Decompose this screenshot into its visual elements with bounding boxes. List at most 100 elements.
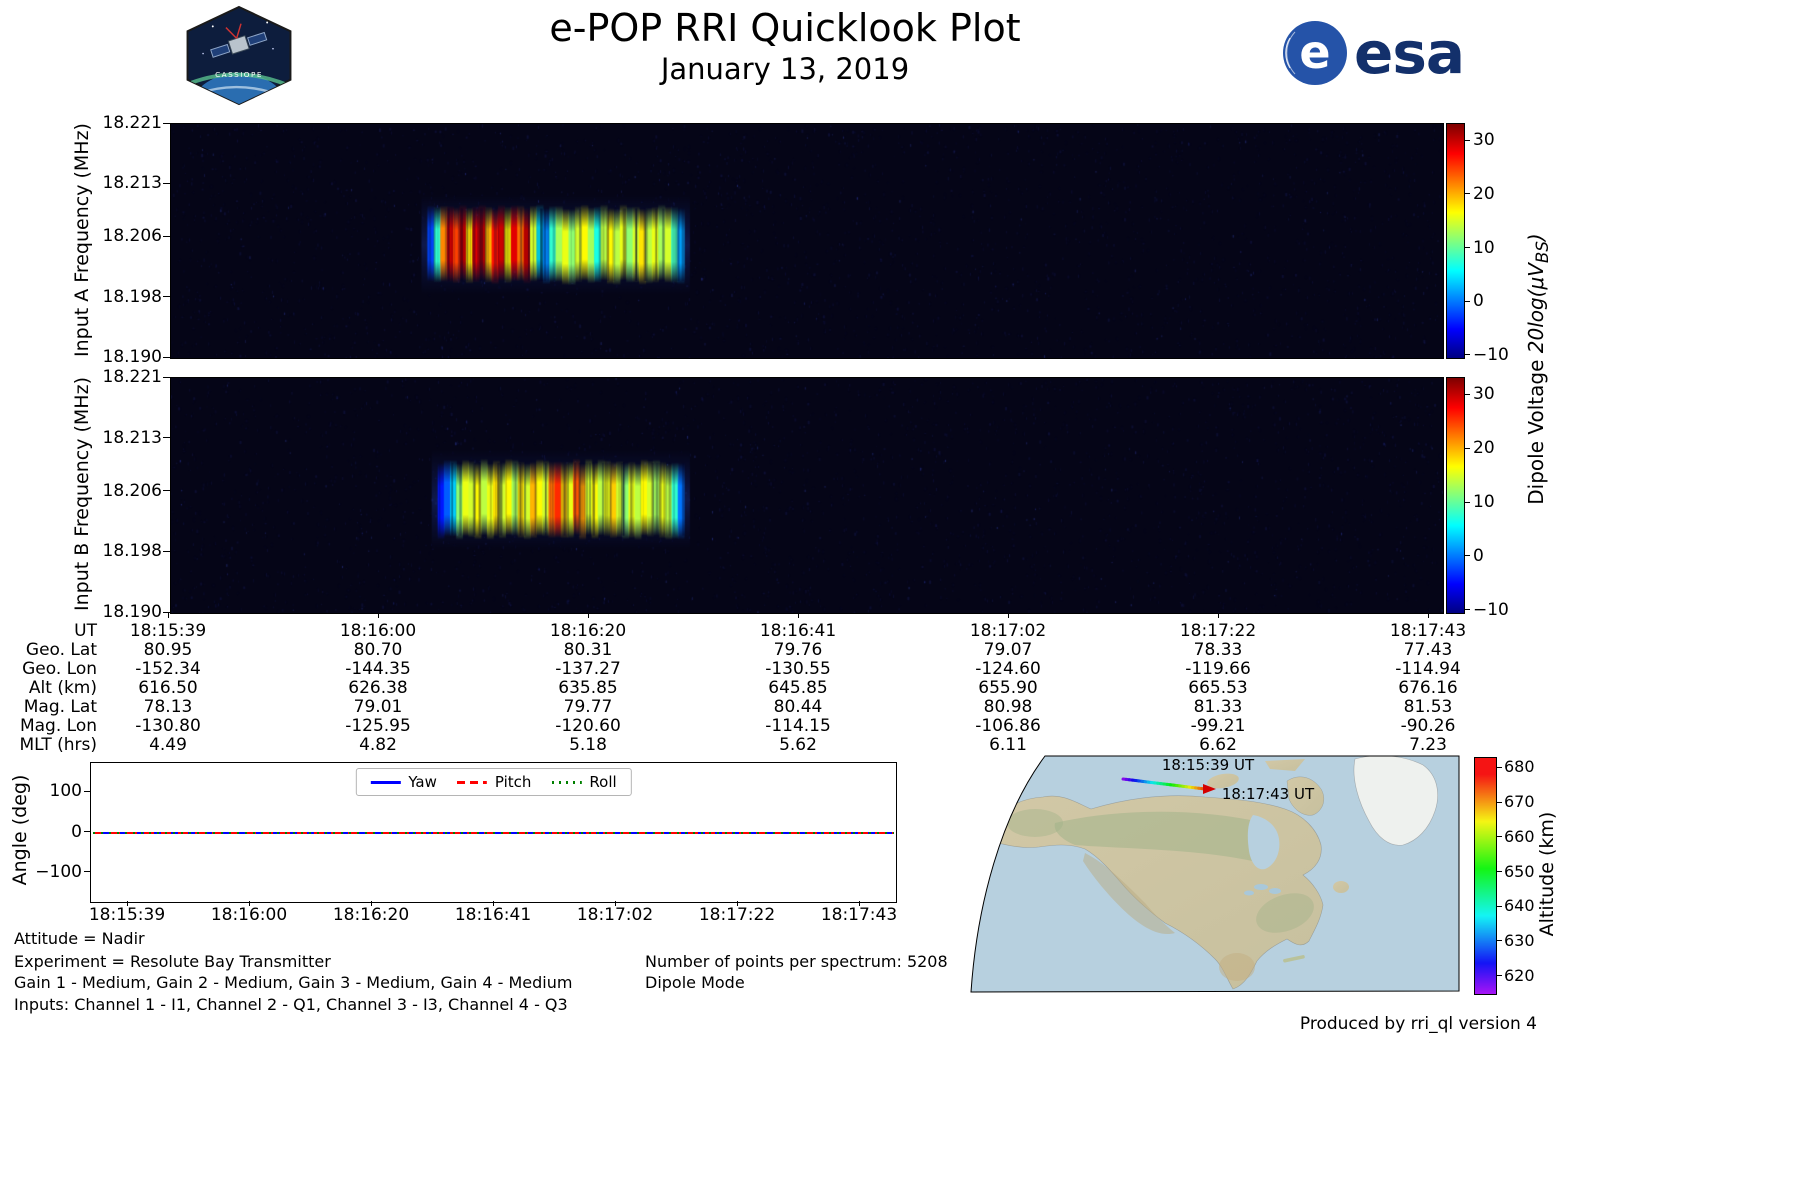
ephemeris-value: 4.49 (149, 735, 187, 755)
angle-xtick-label: 18:16:20 (332, 905, 410, 925)
altitude-colorbar-tick-label: 640 (1504, 896, 1535, 916)
time-xtick-mark (798, 613, 799, 618)
angle-ytick-mark (84, 871, 90, 873)
ephemeris-value: 77.43 (1403, 640, 1453, 660)
ephemeris-table: UT 18:15:39 18:16:00 18:16:20 18:16:41 18:17:… (0, 622, 1560, 758)
angle-xtick-label: 18:17:22 (698, 905, 776, 925)
dipole-colorbar-tick-mark (1465, 300, 1470, 302)
ephemeris-value: -120.60 (555, 716, 621, 736)
freq-ytick-label: 18.221 (102, 113, 162, 133)
ephemeris-value: 79.01 (353, 697, 403, 717)
spectrogram-b-canvas (171, 378, 1443, 613)
angle-xtick-label: 18:17:43 (820, 905, 898, 925)
dipole-label-math: 20log(μV (1524, 263, 1548, 354)
land-cuba (1283, 955, 1305, 963)
ephemeris-value: -144.35 (345, 659, 411, 679)
altitude-colorbar-tick-label: 660 (1504, 826, 1535, 846)
ephemeris-value: 18:17:02 (969, 621, 1047, 641)
altitude-colorbar-tick-mark (1497, 975, 1502, 977)
dipole-colorbar-tick-mark (1465, 609, 1470, 611)
altitude-colorbar-canvas (1475, 758, 1496, 994)
esa-logo-wordmark: esa (1354, 19, 1465, 87)
angle-xtick-mark (859, 901, 860, 906)
ephemeris-value: 635.85 (558, 678, 618, 698)
freq-ytick-mark (163, 611, 170, 613)
dipole-colorbar-tick-mark (1465, 139, 1470, 141)
ephemeris-value: 7.23 (1409, 735, 1447, 755)
ephemeris-value: 4.82 (359, 735, 397, 755)
angle-xtick-mark (249, 901, 250, 906)
yaw-label: Yaw (408, 773, 437, 791)
dipole-colorbar-b (1446, 377, 1465, 614)
freq-ytick-mark (163, 437, 170, 439)
freq-ytick-label: 18.190 (102, 602, 162, 622)
altitude-colorbar (1474, 757, 1497, 995)
dipole-colorbar-tick-label: 30 (1473, 130, 1495, 151)
angle-xtick-mark (493, 901, 494, 906)
ephemeris-value: 18:15:39 (129, 621, 207, 641)
angle-ytick-label: 0 (71, 821, 82, 842)
ephemeris-row-label: Alt (km) (28, 678, 97, 698)
dipole-colorbar-tick-label: 10 (1473, 492, 1495, 513)
ephemeris-value: -106.86 (975, 716, 1041, 736)
spectrogram-a-canvas (171, 124, 1443, 358)
dipole-colorbar-tick-label: 20 (1473, 438, 1495, 459)
angle-xtick-mark (737, 901, 738, 906)
ephemeris-value: 80.44 (773, 697, 823, 717)
ephemeris-value: 18:17:22 (1179, 621, 1257, 641)
dipole-colorbar-tick-mark (1465, 393, 1470, 395)
dipole-colorbar-tick-mark (1465, 247, 1470, 248)
page-date: January 13, 2019 (660, 52, 910, 86)
ephemeris-value: 676.16 (1398, 678, 1458, 698)
cassiope-mission-patch: CASSIOPE (186, 5, 292, 106)
freq-ytick-label: 18.221 (102, 367, 162, 387)
ephemeris-value: 18:16:20 (549, 621, 627, 641)
land-victoria-island (1207, 773, 1239, 789)
angle-xtick-label: 18:16:41 (454, 905, 532, 925)
altitude-colorbar-tick-mark (1497, 871, 1502, 873)
ephemeris-row-label: MLT (hrs) (19, 735, 97, 755)
land-greenland (1353, 756, 1438, 846)
freq-ytick-mark (163, 550, 170, 552)
freq-ytick-mark (163, 356, 170, 358)
dipole-colorbar-a (1446, 123, 1465, 359)
ephemeris-value: -130.55 (765, 659, 831, 679)
ephemeris-value: 616.50 (138, 678, 198, 698)
annotation-attitude: Attitude = Nadir (14, 929, 145, 948)
time-xtick-mark (1428, 613, 1429, 618)
freq-ytick-mark (163, 490, 170, 492)
ephemeris-value: 81.33 (1193, 697, 1243, 717)
hudson-bay (1247, 815, 1280, 870)
ephemeris-row-label: Geo. Lon (22, 659, 97, 679)
ephemeris-value: 5.62 (779, 735, 817, 755)
land-newfoundland (1333, 881, 1349, 893)
freq-ytick-label: 18.213 (102, 173, 162, 194)
patch-title: CASSIOPE (215, 70, 263, 79)
freq-ytick-mark (163, 122, 170, 124)
roll-line (93, 831, 894, 834)
spectrogram-a-panel (170, 123, 1444, 359)
annotation-inputs: Inputs: Channel 1 - I1, Channel 2 - Q1, … (14, 995, 568, 1014)
pitch-label: Pitch (494, 773, 532, 791)
ephemeris-value: -90.26 (1400, 716, 1456, 736)
dipole-colorbar-a-canvas (1447, 124, 1464, 358)
time-xtick-mark (378, 613, 379, 618)
time-xtick-mark (168, 613, 169, 618)
yaw-line-swatch (370, 780, 401, 784)
ephemeris-value: -137.27 (555, 659, 621, 679)
great-lake-2 (1269, 888, 1281, 894)
dipole-colorbar-tick-mark (1465, 193, 1470, 195)
ephemeris-value: -125.95 (345, 716, 411, 736)
ephemeris-value: 645.85 (768, 678, 828, 698)
ephemeris-value: 6.62 (1199, 735, 1237, 755)
attitude-legend: Yaw Pitch Roll (355, 768, 632, 796)
angle-ytick-mark (84, 831, 90, 832)
freq-ytick-label: 18.198 (102, 541, 162, 562)
land-rockies (1083, 853, 1175, 935)
angle-xtick-mark (127, 901, 128, 906)
legend-item-pitch: Pitch (456, 773, 532, 791)
altitude-colorbar-tick-label: 650 (1504, 861, 1535, 881)
freq-ytick-label: 18.206 (102, 480, 162, 501)
time-xtick-mark (1218, 613, 1219, 618)
